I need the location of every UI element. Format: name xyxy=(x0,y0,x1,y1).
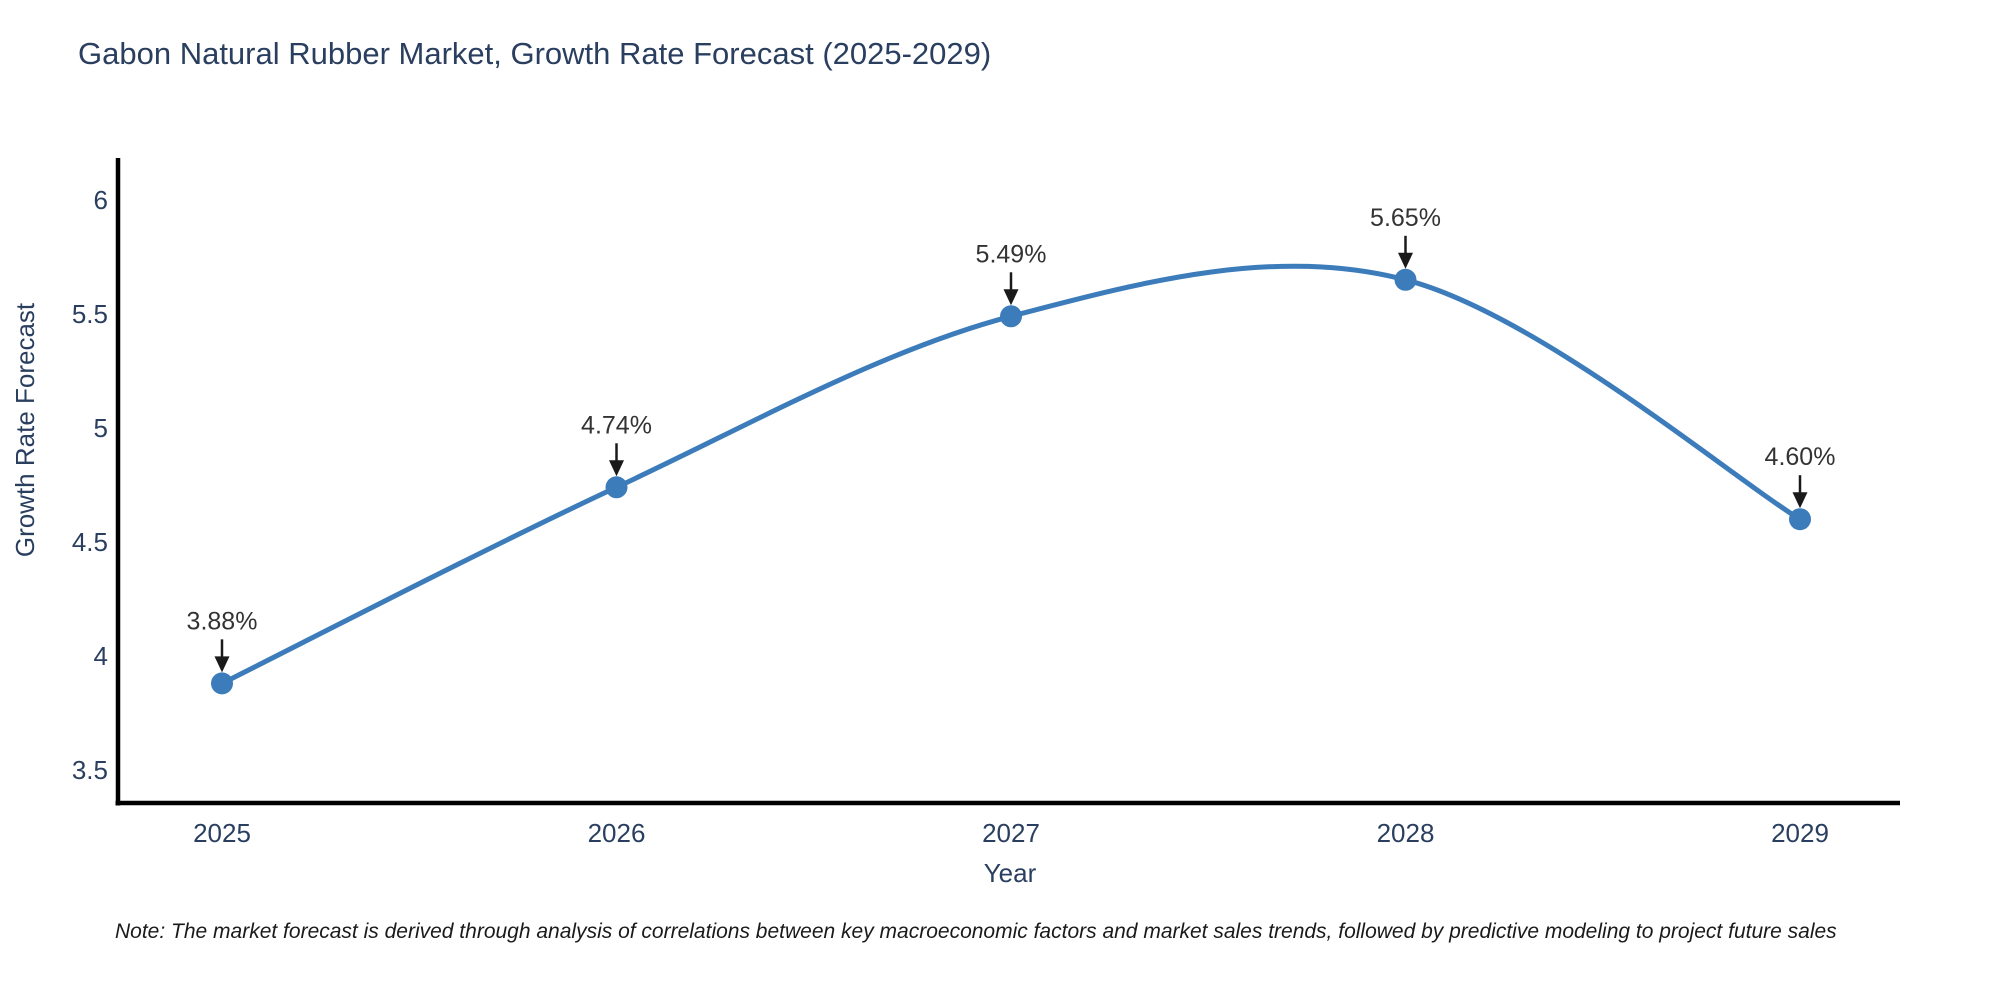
data-point-2027[interactable] xyxy=(1000,305,1022,328)
data-point-2028[interactable] xyxy=(1394,268,1417,291)
annotations: 3.88% 4.74% 5.49% 5.65% 4.60% xyxy=(187,204,1836,673)
line-series xyxy=(211,263,1811,695)
data-point-2026[interactable] xyxy=(605,476,628,499)
point-label: 5.49% xyxy=(976,240,1047,268)
annotation-arrow-head xyxy=(1003,289,1019,306)
y-tick-label: 4 xyxy=(94,641,108,671)
tick-labels: 3.5 4 4.5 5 5.5 6 2025 2026 2027 2028 2029 xyxy=(72,185,1829,848)
annotation-arrow-head xyxy=(609,460,624,477)
point-label: 4.74% xyxy=(581,411,652,439)
x-tick-label: 2028 xyxy=(1377,818,1435,848)
y-tick-label: 5 xyxy=(94,413,108,443)
y-tick-label: 6 xyxy=(94,185,108,215)
x-axis-title: Year xyxy=(984,858,1037,888)
y-tick-label: 5.5 xyxy=(72,299,108,329)
y-tick-label: 3.5 xyxy=(72,755,108,785)
point-label: 3.88% xyxy=(187,607,258,635)
x-tick-label: 2027 xyxy=(982,818,1040,848)
chart-title: Gabon Natural Rubber Market, Growth Rate… xyxy=(78,36,991,71)
y-tick-label: 4.5 xyxy=(72,527,108,557)
point-label: 5.65% xyxy=(1370,204,1441,232)
footnote: Note: The market forecast is derived thr… xyxy=(115,920,1837,943)
point-label: 4.60% xyxy=(1765,443,1836,471)
annotation-arrow-head xyxy=(1792,492,1808,509)
axes xyxy=(115,158,1900,806)
x-tick-label: 2025 xyxy=(193,818,251,848)
data-point-2029[interactable] xyxy=(1789,508,1811,531)
forecast-line xyxy=(219,263,1803,686)
y-axis-title: Growth Rate Forecast xyxy=(10,302,40,557)
x-tick-label: 2026 xyxy=(588,818,646,848)
data-point-2025[interactable] xyxy=(211,672,233,695)
annotation-arrow-head xyxy=(214,656,230,673)
x-tick-label: 2029 xyxy=(1771,818,1829,848)
annotation-arrow-head xyxy=(1398,252,1413,269)
